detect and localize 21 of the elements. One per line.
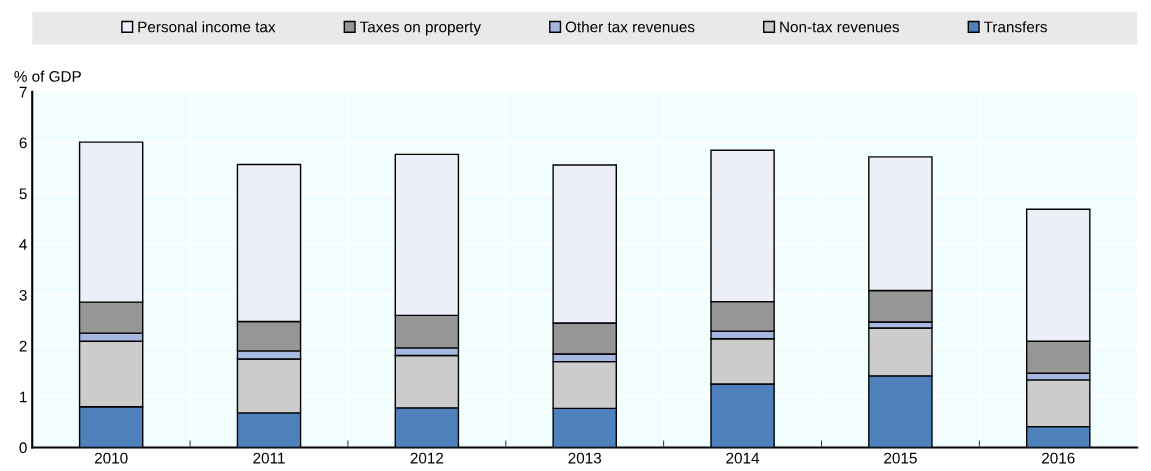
x-tick-label: 2011 — [253, 452, 285, 464]
legend-label: Non-tax revenues — [780, 21, 900, 33]
x-tick-label: 2013 — [568, 452, 602, 464]
y-tick-label: 0 — [19, 442, 27, 454]
y-tick-label: 1 — [20, 391, 27, 403]
y-axis-title: % of GDP — [14, 70, 81, 82]
y-tick-label: 5 — [19, 188, 27, 200]
legend-label: Taxes on property — [359, 21, 481, 36]
y-tick-label: 4 — [19, 239, 27, 250]
x-tick-label: 2014 — [726, 452, 760, 464]
y-tick-label: 2 — [19, 340, 27, 352]
y-tick-label: 3 — [19, 289, 27, 301]
legend-label: Other tax revenues — [565, 21, 695, 33]
x-tick-label: 2010 — [94, 452, 128, 464]
x-tick-label: 2016 — [1042, 452, 1075, 464]
legend-label: Transfers — [983, 21, 1047, 33]
legend-label: Personal income tax — [138, 21, 276, 33]
y-tick-label: 6 — [19, 137, 27, 149]
y-tick-label: 7 — [19, 86, 27, 98]
x-tick-label: 2012 — [410, 452, 444, 464]
x-tick-label: 2015 — [884, 452, 917, 464]
